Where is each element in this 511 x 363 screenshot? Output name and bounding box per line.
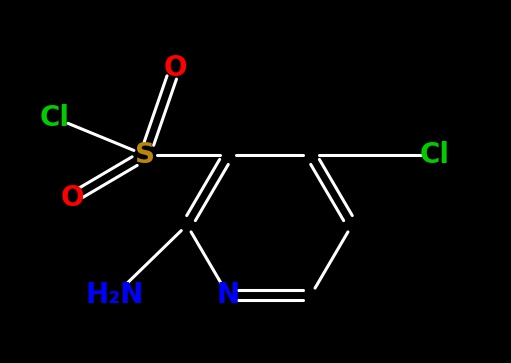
Text: O: O (163, 54, 187, 82)
Text: H₂N: H₂N (86, 281, 144, 309)
Text: Cl: Cl (420, 141, 450, 169)
Text: Cl: Cl (40, 104, 70, 132)
Text: N: N (217, 281, 240, 309)
Text: S: S (135, 141, 155, 169)
Text: O: O (60, 184, 84, 212)
